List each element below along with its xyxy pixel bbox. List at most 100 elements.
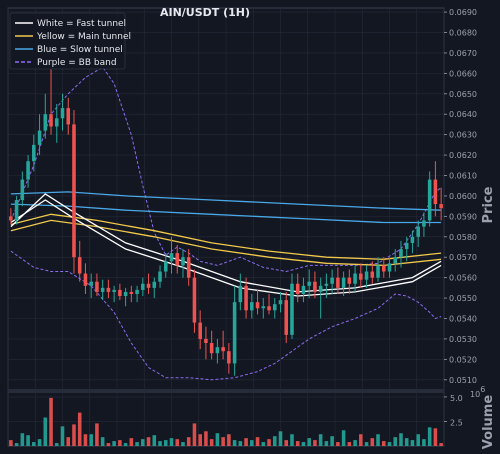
candle-body (244, 285, 248, 311)
candle-body (112, 289, 116, 292)
volume-bar (347, 442, 352, 446)
main-tunnel-lower (10, 219, 442, 267)
candle (433, 161, 438, 217)
candle-body (37, 130, 42, 145)
candle (152, 277, 157, 299)
volume-bar (112, 441, 116, 446)
volume-bar (32, 442, 36, 446)
volume-bar (135, 442, 139, 446)
candle (427, 171, 432, 227)
volume-bar (49, 397, 53, 446)
candle-body (100, 287, 105, 292)
volume-bar (14, 443, 19, 446)
fast-tunnel-lower (10, 199, 442, 297)
volume-bar (399, 433, 403, 446)
volume-panel: 2.5 5.0 (7, 391, 463, 447)
candle-body (330, 277, 334, 284)
candle (135, 285, 139, 303)
legend-entry-label: Blue = Slow tunnel (37, 45, 123, 55)
volume-bar (387, 442, 392, 446)
candle-body (439, 204, 443, 209)
candle-body (272, 304, 277, 311)
volume-bar (100, 437, 105, 446)
candle-body (152, 281, 157, 288)
volume-bar (175, 439, 180, 446)
candle (26, 155, 30, 188)
candle (112, 285, 116, 303)
candle-body (72, 124, 76, 258)
candle-body (135, 289, 139, 294)
volume-bar (9, 440, 13, 446)
candle-body (232, 302, 237, 364)
volume-bar (364, 442, 369, 446)
candle-body (295, 283, 300, 294)
legend-box (9, 12, 126, 70)
candle-body (186, 257, 191, 278)
volume-bar (72, 424, 76, 446)
price-tick-label: 0.0620 (449, 151, 477, 160)
volume-bar (204, 431, 208, 446)
candle-body (163, 261, 168, 272)
volume-axis-label: Volume (481, 395, 496, 450)
candle (66, 97, 71, 135)
candle (83, 263, 88, 294)
candle-body (324, 283, 329, 286)
candle (404, 236, 409, 262)
candle (20, 171, 25, 207)
volume-bar (215, 433, 220, 446)
candle-body (141, 283, 145, 290)
volume-bar (169, 438, 174, 446)
candle-body (215, 347, 220, 354)
legend: White = Fast tunnel Yellow = Main tunnel B… (9, 12, 131, 70)
volume-bar (43, 417, 48, 446)
candle (209, 330, 214, 360)
candle (54, 104, 59, 143)
price-tick-label: 0.0600 (449, 192, 477, 201)
bb-upper-band (10, 66, 442, 273)
price-panel: 0.0510 0.0520 0.0530 0.0540 0.0550 0.0560 0.05… (7, 7, 477, 391)
candle (318, 277, 323, 319)
volume-bar (118, 440, 122, 446)
price-tick-label: 0.0690 (449, 8, 477, 17)
candle (313, 271, 317, 299)
volume-bar (313, 440, 317, 446)
price-tick-label: 0.0560 (449, 274, 477, 283)
candle-body (255, 302, 260, 309)
candle-body (353, 273, 357, 284)
candle (272, 298, 277, 319)
candle-body (359, 273, 363, 280)
volume-bar (221, 437, 225, 446)
price-tick-label: 0.0550 (449, 294, 477, 303)
candle-body (307, 281, 311, 286)
volume-bar (427, 427, 432, 446)
candle-body (32, 144, 36, 162)
candle-body (318, 285, 323, 292)
candle (399, 240, 403, 268)
price-tick-label: 0.0530 (449, 335, 477, 344)
price-tick-label: 0.0580 (449, 233, 477, 242)
candle-body (393, 257, 398, 264)
candle (37, 114, 42, 156)
candle-body (422, 220, 426, 227)
volume-bar (163, 440, 168, 446)
candle-body (433, 179, 438, 205)
candle (163, 253, 168, 278)
volume-bar (370, 438, 375, 446)
volume-bar (393, 437, 398, 446)
candle (250, 293, 254, 319)
volume-bar (181, 442, 185, 446)
candle-body (118, 289, 122, 297)
price-tick-label: 0.0670 (449, 49, 477, 58)
candle (192, 269, 197, 333)
price-tick-label: 0.0540 (449, 315, 477, 324)
volume-bar (95, 423, 99, 446)
candle-body (336, 277, 340, 288)
volume-bar (404, 438, 409, 446)
candle (9, 208, 13, 225)
candle-body (301, 285, 306, 294)
volume-bar (20, 433, 25, 446)
candle (77, 240, 82, 282)
volume-bar (227, 434, 231, 446)
volume-bar (60, 426, 65, 446)
